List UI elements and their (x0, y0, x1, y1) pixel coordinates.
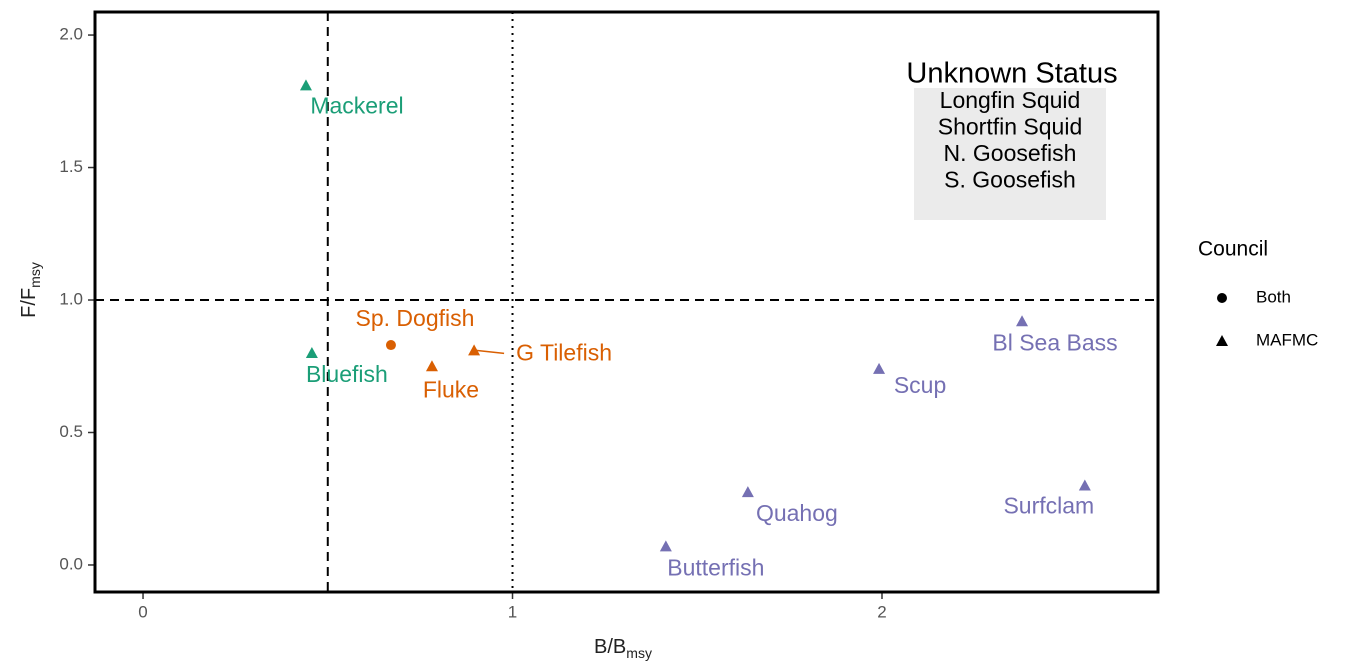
point-label: Bluefish (306, 361, 388, 387)
point-label: Fluke (423, 376, 479, 402)
y-tick-label: 2.0 (59, 25, 83, 44)
point-label: Bl Sea Bass (992, 329, 1117, 355)
y-tick-label: 0.5 (59, 422, 83, 441)
legend-label: Both (1256, 287, 1291, 306)
legend-label: MAFMC (1256, 330, 1318, 349)
x-tick-label: 2 (877, 602, 886, 621)
point-label: Mackerel (310, 92, 403, 118)
point-label: Surfclam (1003, 493, 1094, 519)
point-label: Scup (894, 372, 946, 398)
point (1016, 315, 1029, 327)
y-axis-label: F/Fmsy (18, 262, 42, 318)
y-label-sub: msy (27, 262, 43, 288)
y-tick-label: 1.5 (59, 157, 83, 176)
point (873, 362, 886, 374)
point (425, 360, 438, 372)
annotation-title: Unknown Status (906, 58, 1117, 90)
plot-border (93, 10, 1160, 594)
annotation-item: Shortfin Squid (938, 114, 1082, 140)
annotation-item: Longfin Squid (940, 87, 1081, 113)
annotation-box (914, 88, 1106, 220)
x-tick-label: 1 (508, 602, 517, 621)
point (659, 540, 672, 552)
point-label: Sp. Dogfish (356, 305, 475, 331)
x-tick-label: 0 (138, 602, 147, 621)
x-label-main: B/B (594, 636, 626, 658)
legend-title: Council (1198, 238, 1268, 261)
point (1078, 479, 1091, 491)
point (385, 340, 396, 351)
point (741, 486, 754, 498)
y-tick-label: 0.0 (59, 554, 83, 573)
legend-marker (1217, 293, 1227, 303)
leader-line (476, 349, 505, 355)
point-label: Butterfish (667, 555, 764, 581)
point-label: G Tilefish (516, 339, 612, 365)
legend-marker (1216, 335, 1228, 346)
x-label-sub: msy (626, 645, 652, 661)
x-axis-label: B/Bmsy (594, 636, 652, 660)
y-tick-label: 1.0 (59, 289, 83, 308)
annotation-item: S. Goosefish (944, 167, 1076, 193)
annotation-item: N. Goosefish (944, 140, 1077, 166)
point (299, 79, 312, 91)
point (468, 344, 481, 356)
point-label: Quahog (756, 500, 838, 526)
point (305, 347, 318, 359)
y-label-main: F/F (18, 288, 40, 318)
